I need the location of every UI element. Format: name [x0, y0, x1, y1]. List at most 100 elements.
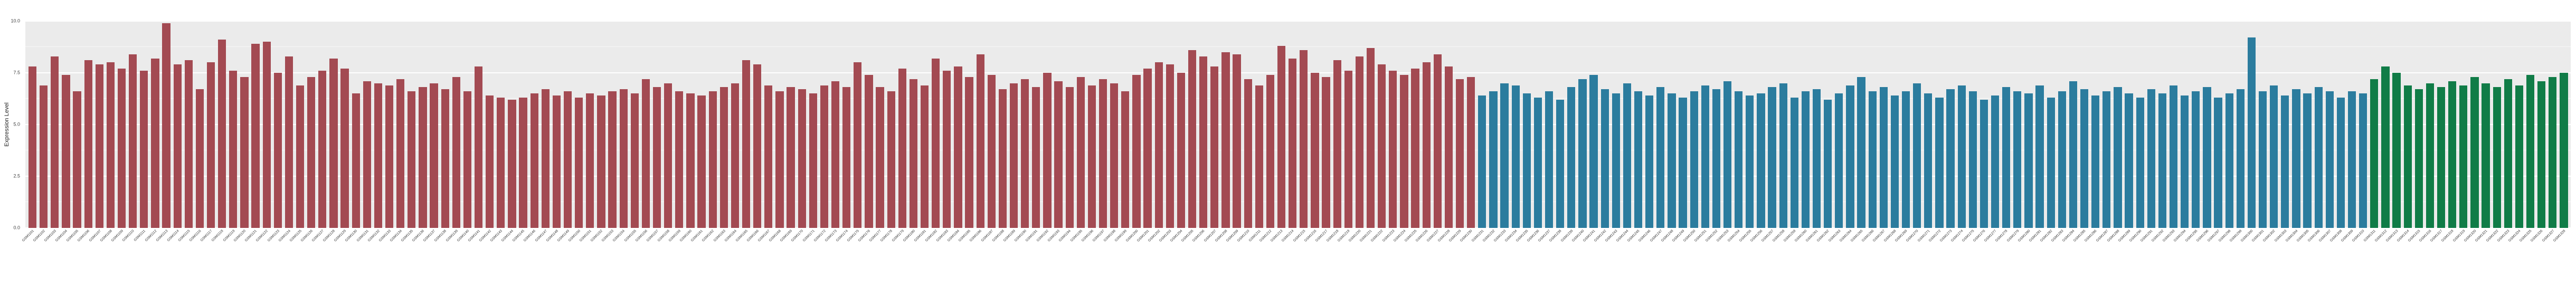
bar-cell: GSM1153	[601, 21, 618, 243]
x-tick-label: GSM1131	[356, 229, 370, 243]
bar-cell: GSM1114	[166, 21, 183, 242]
bar-cell: GSM1135	[401, 21, 417, 243]
minor-gridline	[25, 98, 2571, 99]
major-gridline	[25, 21, 2571, 22]
bar	[641, 79, 650, 228]
bar	[1389, 71, 1397, 228]
bar	[2359, 93, 2367, 228]
bar	[1355, 56, 1364, 228]
bar-cell: GSM1288	[2107, 21, 2123, 243]
bar-cell: GSM1328	[2553, 21, 2569, 243]
bar	[273, 73, 282, 228]
bar	[2292, 89, 2300, 228]
bar	[1812, 89, 1821, 228]
bar-cell: GSM1261	[1805, 21, 1822, 243]
bar	[887, 91, 895, 228]
bar-cell: GSM1321	[2475, 21, 2492, 243]
bar	[664, 83, 673, 228]
bar-cell: GSM1140	[456, 21, 473, 243]
bar-cell: GSM1292	[2151, 21, 2168, 243]
bar	[630, 93, 639, 228]
bar	[1333, 60, 1341, 228]
x-tick-label: GSM1122	[255, 229, 269, 243]
x-tick-label: GSM1171	[802, 229, 816, 243]
minor-gridline	[25, 46, 2571, 47]
bar-cell: GSM1127	[311, 21, 328, 243]
bar	[876, 87, 884, 228]
bar	[2047, 98, 2055, 228]
bar-cell: GSM1217	[1315, 21, 1332, 243]
bar	[2381, 66, 2390, 228]
bar	[1166, 64, 1174, 228]
bar	[1846, 85, 1854, 228]
bar	[2192, 91, 2200, 228]
bar-cell: GSM1182	[925, 21, 941, 243]
bar-cell: GSM1155	[623, 21, 640, 243]
x-tick-label: GSM1130	[345, 229, 358, 243]
bar-cell: GSM1214	[1281, 21, 1298, 243]
bar-cell: GSM1209	[1226, 21, 1243, 243]
bar	[95, 64, 103, 228]
bar	[2392, 73, 2401, 228]
bar-cell: GSM1243	[1605, 21, 1622, 243]
bar-cell: GSM1250	[1683, 21, 1700, 243]
bar	[2114, 87, 2122, 228]
bar-cell: GSM1104	[55, 21, 71, 243]
bar-cell: GSM1219	[1337, 21, 1354, 243]
bar	[1489, 91, 1498, 228]
bar-cell: GSM1134	[390, 21, 406, 243]
bar-cell: GSM1320	[2464, 21, 2480, 243]
bar-cell: GSM1139	[445, 21, 462, 243]
bar-cell: GSM1171	[802, 21, 819, 243]
bar	[1110, 83, 1119, 228]
bar	[742, 60, 751, 228]
bar-cell: GSM1315	[2408, 21, 2425, 243]
bar-cell: GSM1181	[913, 21, 930, 243]
bar-cell: GSM1273	[1939, 21, 1956, 243]
bar-cell: GSM1271	[1917, 21, 1934, 243]
bar-cell: GSM1281	[2029, 21, 2045, 243]
bar	[798, 89, 806, 228]
bar	[173, 64, 182, 228]
bar	[519, 98, 527, 228]
bar	[1143, 69, 1152, 228]
bar-cell: GSM1118	[211, 21, 228, 242]
bar-cell: GSM1193	[1047, 21, 1064, 243]
bar-cell: GSM1194	[1058, 21, 1075, 243]
bar	[708, 91, 717, 228]
bar-cell: GSM1263	[1827, 21, 1844, 243]
bar-cell: GSM1314	[2397, 21, 2413, 243]
bar-cell: GSM1195	[1069, 21, 1086, 243]
bar	[2325, 91, 2334, 228]
bar-cell: GSM1215	[1292, 21, 1309, 243]
bar	[106, 62, 115, 228]
bar	[1467, 77, 1475, 228]
bar	[652, 87, 661, 228]
bar	[206, 62, 215, 228]
bar	[2303, 93, 2312, 228]
x-tick-label: GSM1186	[969, 229, 983, 243]
bar	[854, 62, 862, 228]
bar-cell: GSM1145	[512, 21, 529, 243]
bar-cell: GSM1165	[735, 21, 752, 243]
bar-cell: GSM1295	[2184, 21, 2201, 243]
bar	[1210, 66, 1219, 228]
bar	[530, 93, 538, 228]
bar-cell: GSM1187	[980, 21, 997, 243]
bar-cell: GSM1264	[1839, 21, 1855, 243]
bar	[1221, 52, 1230, 228]
bar-cell: GSM1322	[2486, 21, 2503, 243]
bar-cell: GSM1121	[244, 21, 261, 243]
bar	[1612, 93, 1620, 228]
bar	[2035, 85, 2044, 228]
bar	[675, 91, 684, 228]
bar-cell: GSM1162	[702, 21, 718, 243]
bar	[976, 54, 984, 228]
bar	[2426, 83, 2435, 228]
bar-cell: GSM1327	[2541, 21, 2558, 243]
bar	[2091, 95, 2100, 228]
bar	[686, 93, 695, 228]
bar-cell: GSM1164	[724, 21, 741, 243]
bar	[430, 83, 438, 228]
bar	[1690, 91, 1698, 228]
